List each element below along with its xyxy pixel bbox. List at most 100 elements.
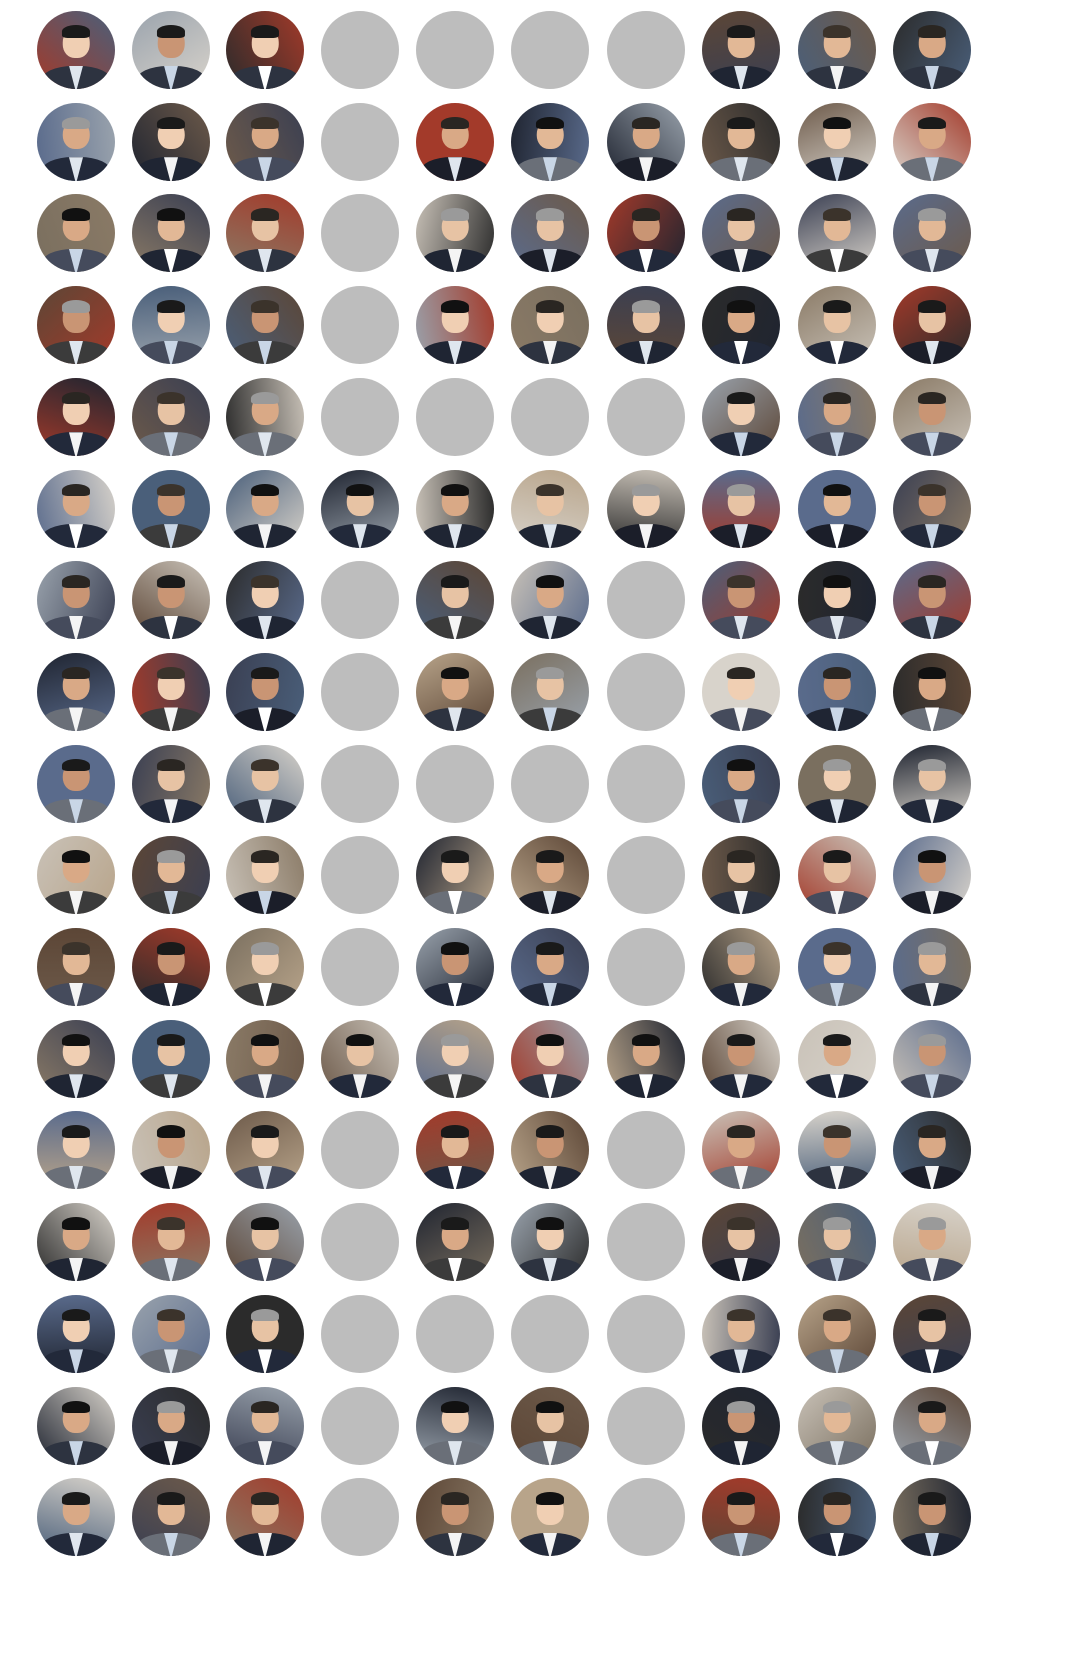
empty-avatar-placeholder bbox=[416, 744, 494, 823]
speaker-avatar-photo bbox=[37, 469, 115, 548]
speaker-avatar-photo bbox=[37, 928, 115, 1006]
empty-avatar-placeholder bbox=[321, 928, 399, 1006]
speaker-avatar-photo bbox=[893, 1294, 971, 1373]
speaker-avatar-photo bbox=[321, 469, 399, 548]
speaker-avatar-photo bbox=[607, 1019, 685, 1098]
speaker-avatar-photo bbox=[226, 1294, 304, 1373]
speaker-avatar-photo bbox=[798, 1386, 876, 1465]
speaker-avatar-photo bbox=[798, 1019, 876, 1098]
empty-avatar-placeholder bbox=[607, 1478, 685, 1557]
speaker-avatar-photo bbox=[798, 469, 876, 548]
speaker-avatar-photo bbox=[702, 1478, 780, 1557]
speaker-avatar-photo bbox=[132, 1386, 210, 1465]
empty-avatar-placeholder bbox=[416, 1294, 494, 1373]
speaker-avatar-photo bbox=[511, 102, 589, 181]
empty-avatar-placeholder bbox=[511, 744, 589, 823]
speaker-avatar-photo bbox=[132, 928, 210, 1006]
speaker-avatar-photo bbox=[798, 928, 876, 1006]
speaker-avatar-photo bbox=[702, 1019, 780, 1098]
speaker-avatar-photo bbox=[702, 469, 780, 548]
speaker-avatar-photo bbox=[37, 1478, 115, 1557]
speaker-avatar-photo bbox=[893, 652, 971, 731]
speaker-avatar-photo bbox=[226, 1111, 304, 1190]
speaker-avatar-photo bbox=[511, 652, 589, 731]
speaker-avatar-photo bbox=[511, 194, 589, 273]
speaker-avatar-photo bbox=[893, 928, 971, 1006]
speaker-avatar-photo bbox=[798, 1111, 876, 1190]
speaker-avatar-photo bbox=[511, 928, 589, 1006]
empty-avatar-placeholder bbox=[321, 1386, 399, 1465]
speaker-avatar-photo bbox=[132, 1478, 210, 1557]
speaker-avatar-photo bbox=[132, 1203, 210, 1282]
speaker-avatar-photo bbox=[416, 194, 494, 273]
empty-avatar-placeholder bbox=[321, 1203, 399, 1282]
speaker-avatar-photo bbox=[607, 469, 685, 548]
empty-avatar-placeholder bbox=[607, 1294, 685, 1373]
speaker-avatar-photo bbox=[702, 744, 780, 823]
speaker-avatar-photo bbox=[416, 1019, 494, 1098]
speaker-avatar-photo bbox=[226, 469, 304, 548]
empty-avatar-placeholder bbox=[321, 1294, 399, 1373]
empty-avatar-placeholder bbox=[511, 377, 589, 456]
speaker-avatar-photo bbox=[893, 561, 971, 640]
speaker-avatar-photo bbox=[893, 1478, 971, 1557]
speaker-avatar-photo bbox=[226, 102, 304, 181]
empty-avatar-placeholder bbox=[607, 11, 685, 89]
speaker-avatar-photo bbox=[893, 102, 971, 181]
speaker-avatar-photo bbox=[416, 469, 494, 548]
speaker-avatar-photo bbox=[702, 11, 780, 89]
speaker-avatar-photo bbox=[511, 1478, 589, 1557]
speaker-avatar-photo bbox=[37, 836, 115, 915]
speaker-avatar-photo bbox=[416, 1478, 494, 1557]
speaker-avatar-photo bbox=[607, 194, 685, 273]
speaker-avatar-photo bbox=[416, 928, 494, 1006]
speaker-avatar-photo bbox=[798, 194, 876, 273]
speaker-avatar-photo bbox=[893, 377, 971, 456]
speaker-avatar-photo bbox=[702, 652, 780, 731]
empty-avatar-placeholder bbox=[321, 286, 399, 365]
speaker-avatar-photo bbox=[893, 1386, 971, 1465]
speaker-avatar-photo bbox=[511, 1111, 589, 1190]
speaker-avatar-photo bbox=[416, 286, 494, 365]
speaker-avatar-photo bbox=[132, 1111, 210, 1190]
speaker-avatar-photo bbox=[511, 836, 589, 915]
speaker-avatar-photo bbox=[37, 194, 115, 273]
empty-avatar-placeholder bbox=[321, 194, 399, 273]
speaker-avatar-photo bbox=[511, 1386, 589, 1465]
speaker-avatar-photo bbox=[702, 377, 780, 456]
empty-avatar-placeholder bbox=[321, 11, 399, 89]
speaker-avatar-photo bbox=[132, 744, 210, 823]
speaker-avatar-photo bbox=[798, 836, 876, 915]
speaker-avatar-photo bbox=[226, 652, 304, 731]
speaker-avatar-photo bbox=[132, 1294, 210, 1373]
speaker-avatar-photo bbox=[893, 1111, 971, 1190]
speaker-avatar-photo bbox=[702, 561, 780, 640]
speaker-avatar-photo bbox=[37, 1386, 115, 1465]
speaker-avatar-photo bbox=[132, 377, 210, 456]
speaker-avatar-photo bbox=[893, 194, 971, 273]
speaker-avatar-photo bbox=[607, 286, 685, 365]
speaker-avatar-photo bbox=[37, 1294, 115, 1373]
speaker-avatar-photo bbox=[893, 1203, 971, 1282]
speaker-avatar-photo bbox=[132, 469, 210, 548]
speaker-avatar-photo bbox=[37, 652, 115, 731]
empty-avatar-placeholder bbox=[607, 652, 685, 731]
speaker-avatar-photo bbox=[893, 286, 971, 365]
speaker-avatar-photo bbox=[226, 928, 304, 1006]
empty-avatar-placeholder bbox=[607, 928, 685, 1006]
speaker-avatar-photo bbox=[798, 11, 876, 89]
speaker-avatar-photo bbox=[798, 1203, 876, 1282]
speaker-avatar-photo bbox=[893, 1019, 971, 1098]
speaker-avatar-photo bbox=[226, 286, 304, 365]
speaker-avatar-photo bbox=[416, 1386, 494, 1465]
speaker-avatar-photo bbox=[702, 1111, 780, 1190]
speaker-avatar-photo bbox=[893, 469, 971, 548]
speaker-avatar-photo bbox=[37, 11, 115, 89]
empty-avatar-placeholder bbox=[321, 377, 399, 456]
speaker-avatar-photo bbox=[416, 102, 494, 181]
speaker-avatar-photo bbox=[798, 102, 876, 181]
speaker-avatar-photo bbox=[702, 194, 780, 273]
speaker-avatar-photo bbox=[37, 561, 115, 640]
empty-avatar-placeholder bbox=[511, 1294, 589, 1373]
